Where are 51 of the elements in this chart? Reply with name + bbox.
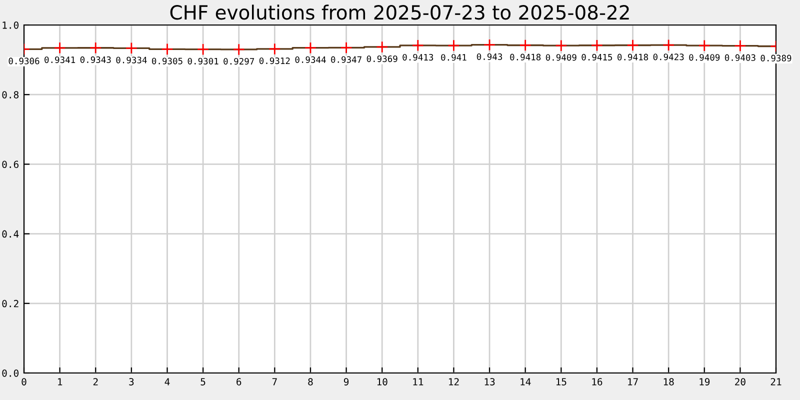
data-label: 0.9418 bbox=[618, 54, 648, 60]
x-tick-label: 12 bbox=[449, 378, 459, 386]
data-label: 0.9415 bbox=[582, 54, 612, 61]
x-tick-label: 17 bbox=[628, 378, 638, 386]
data-label: 0.943 bbox=[476, 53, 502, 60]
data-label: 0.9334 bbox=[116, 56, 147, 64]
x-tick-label: 3 bbox=[129, 378, 134, 386]
x-tick-label: 14 bbox=[520, 378, 531, 386]
data-label: 0.9312 bbox=[259, 57, 290, 64]
x-tick-label: 20 bbox=[735, 378, 746, 386]
x-tick-label: 8 bbox=[308, 378, 313, 386]
data-label: 0.9409 bbox=[546, 54, 576, 61]
data-label: 0.9403 bbox=[724, 54, 756, 61]
x-tick-label: 6 bbox=[236, 378, 242, 386]
x-tick-label: 4 bbox=[164, 378, 170, 386]
x-tick-label: 9 bbox=[344, 378, 349, 386]
chart-title: CHF evolutions from 2025-07-23 to 2025-08-22 bbox=[170, 4, 629, 20]
x-tick-label: 18 bbox=[664, 378, 674, 386]
data-label: 0.9418 bbox=[510, 54, 541, 60]
data-label: 0.9306 bbox=[8, 58, 40, 64]
y-tick-label: 0.2 bbox=[2, 300, 18, 308]
x-tick-label: 19 bbox=[700, 378, 710, 386]
y-tick-label: 0.8 bbox=[2, 91, 19, 98]
y-tick-label: 0.0 bbox=[2, 370, 19, 377]
data-label: 0.9344 bbox=[295, 56, 326, 63]
x-tick-label: 1 bbox=[58, 378, 62, 386]
x-tick-label: 13 bbox=[484, 378, 495, 386]
x-tick-label: 10 bbox=[377, 378, 388, 386]
x-tick-label: 0 bbox=[22, 378, 26, 386]
data-label: 0.9305 bbox=[152, 58, 182, 64]
data-label: 0.9389 bbox=[760, 54, 792, 62]
data-label: 0.9409 bbox=[689, 54, 720, 61]
data-label: 0.941 bbox=[441, 54, 466, 61]
y-tick-label: 0.6 bbox=[2, 160, 19, 168]
data-label: 0.9301 bbox=[188, 58, 218, 64]
y-tick-label: 0.4 bbox=[2, 230, 19, 238]
x-tick-label: 16 bbox=[592, 378, 602, 386]
x-tick-label: 11 bbox=[413, 378, 424, 386]
data-label: 0.9341 bbox=[44, 56, 76, 64]
data-label: 0.9343 bbox=[80, 56, 111, 64]
data-label: 0.9423 bbox=[653, 54, 684, 60]
x-tick-label: 21 bbox=[770, 378, 782, 386]
x-tick-label: 5 bbox=[200, 378, 206, 386]
data-label: 0.9369 bbox=[366, 55, 398, 62]
y-tick-label: 1.0 bbox=[2, 22, 19, 29]
x-tick-label: 15 bbox=[556, 378, 566, 386]
x-tick-label: 7 bbox=[272, 378, 277, 386]
data-label: 0.9413 bbox=[402, 54, 434, 61]
data-label: 0.9297 bbox=[224, 58, 254, 65]
data-label: 0.9347 bbox=[331, 56, 362, 63]
x-tick-label: 2 bbox=[93, 378, 98, 386]
